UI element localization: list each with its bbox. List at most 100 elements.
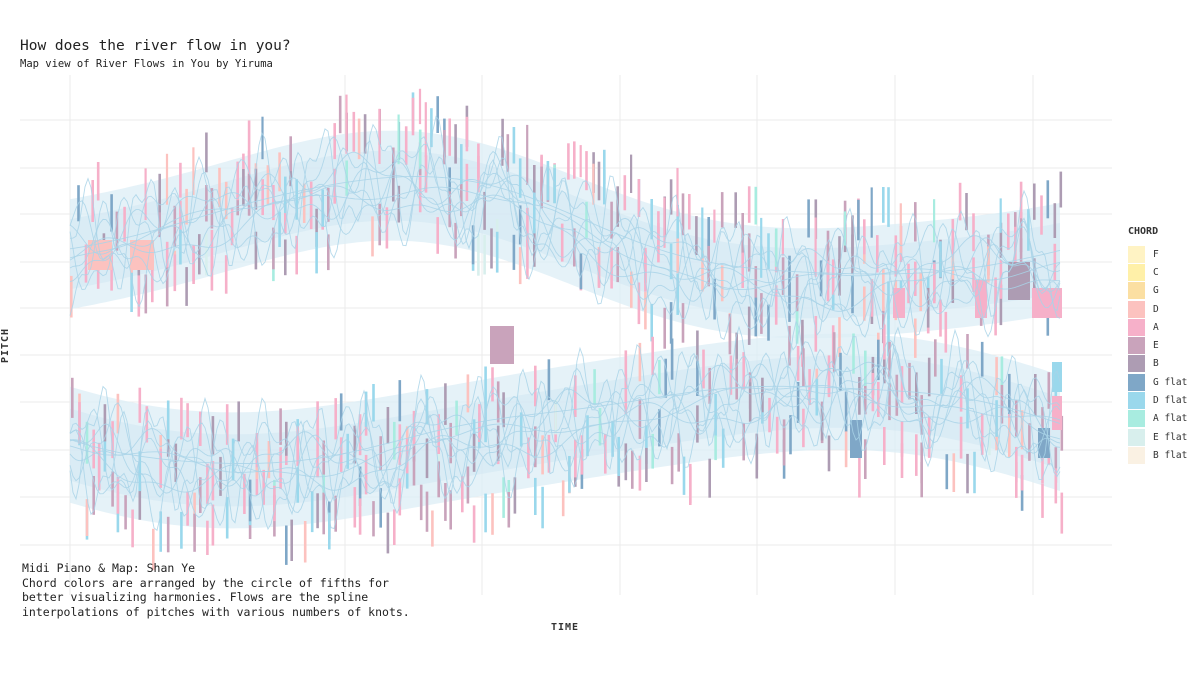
- note-mark: [78, 402, 81, 444]
- note-mark: [1019, 212, 1023, 253]
- note-mark: [484, 366, 487, 409]
- flow-line: [69, 384, 1061, 478]
- note-mark: [219, 456, 222, 496]
- note-mark: [1000, 356, 1004, 391]
- note-mark: [965, 193, 968, 231]
- legend-swatch: [1128, 446, 1145, 464]
- legend-swatch: [1128, 428, 1145, 446]
- note-mark: [820, 405, 824, 441]
- note-mark: [130, 272, 133, 312]
- note-mark: [179, 229, 182, 265]
- note-mark: [1008, 262, 1030, 300]
- note-mark: [412, 448, 416, 486]
- note-mark: [425, 438, 429, 479]
- note-mark: [138, 481, 142, 520]
- note-mark: [919, 272, 922, 312]
- note-mark: [795, 306, 799, 344]
- note-mark: [669, 179, 673, 215]
- note-mark: [460, 144, 463, 184]
- legend-swatch: [1128, 282, 1145, 300]
- legend-item: B: [1128, 355, 1187, 373]
- note-mark: [254, 231, 258, 270]
- note-mark: [645, 425, 648, 464]
- note-mark: [624, 374, 628, 415]
- note-mark: [526, 207, 529, 246]
- note-mark: [676, 273, 679, 315]
- note-mark: [933, 199, 936, 243]
- note-mark: [915, 434, 918, 476]
- note-mark: [273, 485, 276, 522]
- note-mark: [1041, 447, 1044, 484]
- note-mark: [218, 167, 221, 208]
- note-mark: [644, 250, 647, 292]
- note-mark: [999, 198, 1002, 233]
- legend-label: D: [1153, 303, 1159, 315]
- note-mark: [721, 428, 725, 468]
- note-mark: [650, 199, 653, 240]
- note-mark: [676, 238, 679, 274]
- legend-label: A: [1153, 321, 1159, 333]
- note-mark: [720, 192, 724, 228]
- note-mark: [1032, 288, 1054, 318]
- note-mark: [71, 377, 74, 418]
- legend-label: G flat: [1153, 376, 1188, 388]
- y-axis-label: PITCH: [0, 327, 12, 364]
- note-mark: [236, 161, 239, 201]
- note-mark: [248, 479, 252, 522]
- note-mark: [334, 398, 337, 440]
- note-mark: [386, 407, 390, 444]
- note-mark: [952, 453, 956, 492]
- note-mark: [386, 512, 390, 554]
- note-mark: [844, 431, 848, 468]
- legend-label: F: [1153, 248, 1159, 260]
- note-mark: [425, 491, 429, 532]
- note-mark: [945, 454, 949, 490]
- note-mark: [328, 512, 331, 550]
- legend-label: C: [1153, 266, 1159, 278]
- note-mark: [180, 397, 183, 440]
- note-mark: [322, 492, 325, 535]
- note-mark: [111, 421, 114, 459]
- note-mark: [603, 149, 606, 184]
- note-mark: [670, 338, 674, 380]
- note-mark: [502, 477, 505, 518]
- note-mark: [358, 414, 362, 456]
- note-mark: [206, 520, 209, 555]
- flow-line: [69, 176, 1061, 275]
- note-mark: [491, 367, 494, 402]
- note-mark: [205, 132, 208, 173]
- note-mark: [490, 326, 514, 364]
- note-mark: [180, 511, 183, 549]
- note-mark: [815, 378, 819, 416]
- legend-item: A flat: [1128, 410, 1187, 428]
- note-mark: [526, 124, 529, 185]
- note-mark: [994, 297, 997, 336]
- note-mark: [887, 315, 890, 357]
- note-mark: [1000, 384, 1004, 424]
- note-mark: [448, 167, 451, 203]
- note-mark: [574, 375, 577, 417]
- note-mark: [788, 325, 791, 366]
- note-mark: [255, 433, 259, 468]
- legend-label: E flat: [1153, 431, 1188, 443]
- note-mark: [1054, 447, 1058, 483]
- note-mark: [192, 147, 195, 195]
- note-mark: [541, 435, 544, 475]
- note-mark: [561, 480, 565, 517]
- note-mark: [533, 165, 536, 202]
- note-mark: [166, 516, 170, 553]
- note-mark: [237, 401, 240, 442]
- legend-swatch: [1128, 263, 1145, 281]
- note-mark: [261, 116, 264, 160]
- note-mark: [372, 384, 375, 422]
- note-mark: [624, 443, 628, 481]
- legend-swatch: [1128, 410, 1145, 428]
- note-mark: [533, 228, 536, 267]
- note-mark: [623, 175, 627, 211]
- note-mark: [553, 168, 556, 204]
- note-mark: [870, 279, 874, 317]
- note-mark: [372, 501, 375, 537]
- note-mark: [506, 134, 510, 172]
- note-mark: [907, 263, 910, 304]
